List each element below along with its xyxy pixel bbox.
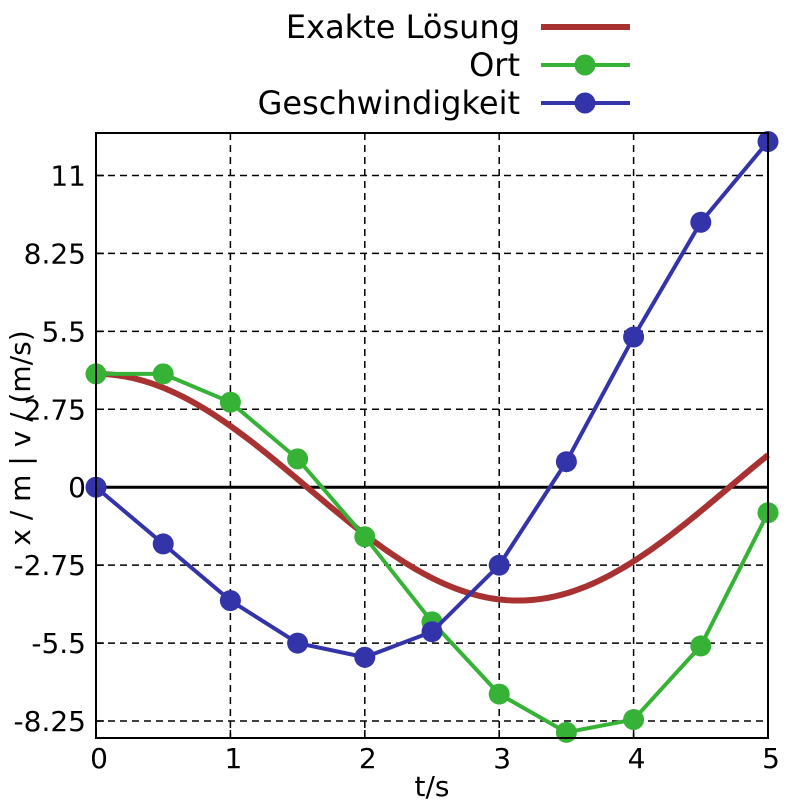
- geschwindigkeit-point: [152, 533, 174, 555]
- geschwindigkeit-point: [354, 646, 376, 668]
- ort-point: [287, 448, 309, 470]
- geschwindigkeit-point: [287, 632, 309, 654]
- ort-point: [623, 709, 645, 731]
- x-tick-label: 2: [359, 742, 377, 775]
- geschwindigkeit-point: [690, 211, 712, 233]
- ort-point: [152, 363, 174, 385]
- geschwindigkeit-point: [421, 621, 443, 643]
- series-layer: [85, 131, 779, 743]
- ort-point: [690, 635, 712, 657]
- y-tick-label: -5.5: [31, 627, 86, 660]
- x-tick-label: 5: [762, 742, 780, 775]
- x-tick-label: 3: [493, 742, 511, 775]
- grid: [95, 133, 769, 738]
- ort-line: [96, 371, 770, 735]
- x-axis-label: t/s: [415, 770, 450, 800]
- plot-frame: [95, 132, 769, 739]
- exact-solution-line: [95, 370, 770, 604]
- ort-point: [488, 683, 510, 705]
- geschwindigkeit-point: [219, 590, 241, 612]
- x-tick-label: 0: [90, 742, 108, 775]
- y-tick-label: -2.75: [14, 549, 86, 582]
- legend-marker-geschwindigkeit: [574, 92, 596, 114]
- ort-point: [555, 721, 577, 743]
- y-tick-label: 2.75: [24, 393, 86, 426]
- geschwindigkeit-point: [555, 451, 577, 473]
- y-tick-label: -8.25: [14, 705, 86, 738]
- y-axis-label: x / m | v / (m/s): [4, 330, 37, 545]
- legend-label-geschwindigkeit: Geschwindigkeit: [258, 84, 520, 122]
- ort-point: [354, 526, 376, 548]
- y-tick-label: 11: [50, 160, 86, 193]
- tick-labels: 0 1 2 3 4 5 -8.25 -5.5 -2.75 0 2.75 5.5 8.25 11: [14, 160, 780, 775]
- y-tick-label: 0: [68, 471, 86, 504]
- geschwindigkeit-point: [488, 554, 510, 576]
- legend-label-ort: Ort: [469, 46, 520, 84]
- x-tick-label: 1: [224, 742, 242, 775]
- legend-label-exact-solution: Exakte Lösung: [286, 8, 520, 46]
- y-tick-label: 8.25: [24, 237, 86, 270]
- geschwindigkeit-point: [623, 326, 645, 348]
- legend-marker-ort: [574, 54, 596, 76]
- y-tick-label: 5.5: [41, 315, 86, 348]
- ort-point: [219, 391, 241, 413]
- x-tick-label: 4: [628, 742, 646, 775]
